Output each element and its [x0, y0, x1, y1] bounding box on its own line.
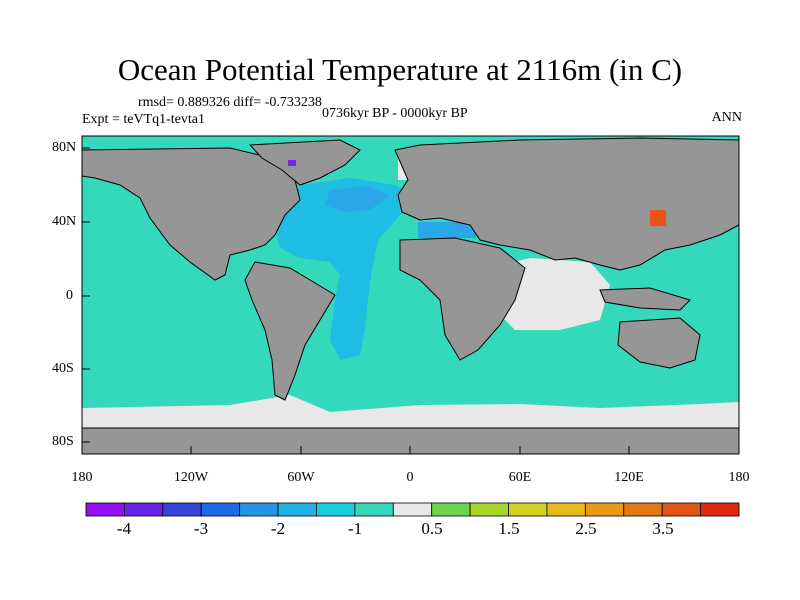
colorbar-label: 0.5: [421, 519, 443, 538]
colorbar-swatch: [623, 502, 663, 517]
eurasia: [394, 137, 740, 271]
colorbar-swatch: [316, 502, 356, 517]
colorbar: [85, 502, 740, 517]
lon-label: 120E: [614, 470, 644, 485]
colorbar-swatch: [508, 502, 548, 517]
atlantic-anomaly: [275, 178, 420, 360]
period-label: 0736kyr BP - 0000kyr BP: [322, 106, 468, 121]
australia: [617, 317, 701, 369]
colorbar-swatch: [162, 502, 202, 517]
greenland: [248, 139, 361, 186]
colorbar-swatch: [124, 502, 164, 517]
colorbar-swatch: [469, 502, 509, 517]
lon-label: 180: [71, 470, 93, 485]
lon-label: 60E: [508, 470, 532, 485]
colorbar-swatch: [700, 502, 740, 517]
lat-label: 0: [66, 288, 73, 303]
colorbar-label: 1.5: [498, 519, 520, 538]
lon-label: 120W: [173, 470, 209, 485]
colorbar-swatch: [239, 502, 279, 517]
colorbar-swatch: [392, 502, 433, 517]
lat-label: 80N: [52, 140, 77, 155]
colorbar-swatch: [354, 502, 394, 517]
colorbar-swatch: [546, 502, 586, 517]
experiment-label: Expt = teVTq1-tevta1: [82, 112, 205, 127]
africa: [399, 237, 526, 361]
atlantic-anomaly-core: [325, 186, 390, 212]
indonesia: [599, 287, 691, 311]
lat-label: 40S: [52, 361, 74, 376]
land-masses: [81, 137, 740, 455]
colorbar-swatch: [200, 502, 241, 517]
lon-label: 60W: [287, 470, 315, 485]
north-america: [81, 147, 301, 281]
lon-label: 0: [406, 470, 414, 485]
colorbar-label: -3: [193, 519, 209, 538]
colorbar-swatch: [584, 502, 625, 517]
colorbar-label: -2: [270, 519, 286, 538]
warm-anomaly-japan: [650, 210, 666, 226]
colorbar-label: -4: [116, 519, 132, 538]
southern-ocean-neutral: [82, 395, 739, 428]
colorbar-swatch: [277, 502, 317, 517]
axis-ticks: [81, 147, 740, 454]
season-label: ANN: [711, 110, 742, 125]
colorbar-label: 2.5: [575, 519, 597, 538]
med-anomaly: [418, 222, 476, 238]
colorbar-label: 3.5: [652, 519, 674, 538]
lon-label: 180: [728, 470, 750, 485]
colorbar-swatch: [661, 502, 701, 517]
map-title: Ocean Potential Temperature at 2116m (in…: [117, 52, 683, 87]
lat-label: 80S: [52, 434, 74, 449]
stats-line: rmsd= 0.889326 diff= -0.733238: [138, 95, 322, 110]
colorbar-swatch: [85, 502, 125, 517]
colorbar-label: -1: [347, 519, 363, 538]
south-america: [244, 261, 336, 401]
cold-cell-arctic: [288, 160, 296, 166]
colorbar-swatch: [431, 502, 471, 517]
lat-label: 40N: [52, 214, 77, 229]
